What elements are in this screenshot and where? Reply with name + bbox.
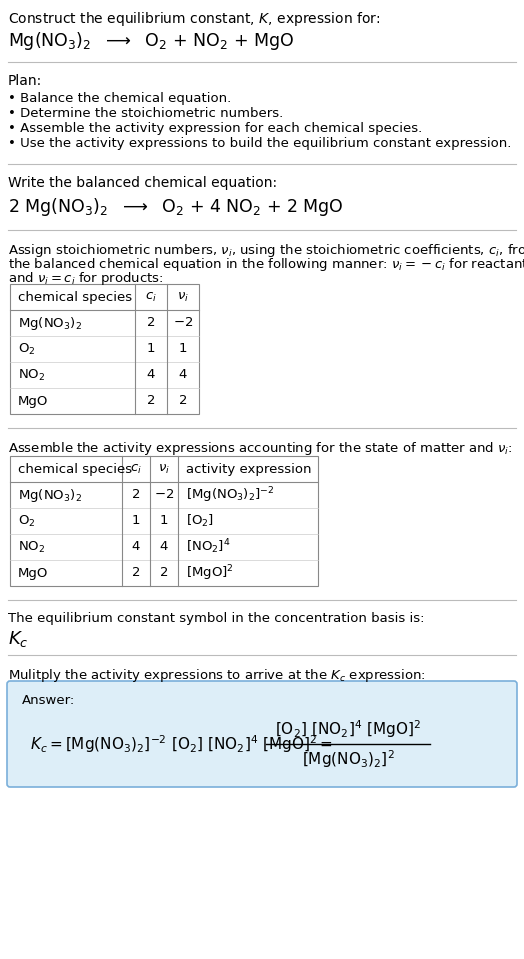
Text: 1: 1 <box>147 342 155 356</box>
Bar <box>10 284 199 414</box>
Text: Mg(NO$_3$)$_2$  $\longrightarrow$  O$_2$ + NO$_2$ + MgO: Mg(NO$_3$)$_2$ $\longrightarrow$ O$_2$ +… <box>8 30 294 52</box>
Text: 2: 2 <box>160 567 168 579</box>
Text: 2: 2 <box>132 567 140 579</box>
Text: Assign stoichiometric numbers, $\nu_i$, using the stoichiometric coefficients, $: Assign stoichiometric numbers, $\nu_i$, … <box>8 242 524 259</box>
Text: 4: 4 <box>160 541 168 553</box>
Text: $c_i$: $c_i$ <box>145 291 157 304</box>
Text: $K_c = [\mathrm{Mg(NO_3)_2}]^{-2}\ [\mathrm{O_2}]\ [\mathrm{NO_2}]^4\ [\mathrm{M: $K_c = [\mathrm{Mg(NO_3)_2}]^{-2}\ [\mat… <box>30 733 333 755</box>
Text: 4: 4 <box>179 368 187 382</box>
Text: $c_i$: $c_i$ <box>130 462 142 476</box>
Text: chemical species: chemical species <box>18 291 132 303</box>
Text: [MgO]$^2$: [MgO]$^2$ <box>186 563 234 583</box>
Text: 4: 4 <box>132 541 140 553</box>
Text: MgO: MgO <box>18 394 48 408</box>
Text: NO$_2$: NO$_2$ <box>18 367 46 383</box>
Text: Mg(NO$_3$)$_2$: Mg(NO$_3$)$_2$ <box>18 486 82 503</box>
Text: O$_2$: O$_2$ <box>18 341 36 357</box>
Text: The equilibrium constant symbol in the concentration basis is:: The equilibrium constant symbol in the c… <box>8 612 424 625</box>
Text: • Balance the chemical equation.: • Balance the chemical equation. <box>8 92 231 105</box>
Text: Mg(NO$_3$)$_2$: Mg(NO$_3$)$_2$ <box>18 315 82 332</box>
Text: $-$2: $-$2 <box>154 488 174 502</box>
Text: $\nu_i$: $\nu_i$ <box>177 291 189 304</box>
Text: [O$_2$]: [O$_2$] <box>186 513 214 529</box>
Text: 1: 1 <box>179 342 187 356</box>
Text: • Determine the stoichiometric numbers.: • Determine the stoichiometric numbers. <box>8 107 283 120</box>
Text: $[\mathrm{O_2}]\ [\mathrm{NO_2}]^4\ [\mathrm{MgO}]^2$: $[\mathrm{O_2}]\ [\mathrm{NO_2}]^4\ [\ma… <box>275 718 421 739</box>
Text: $K_c$: $K_c$ <box>8 629 29 649</box>
Text: NO$_2$: NO$_2$ <box>18 540 46 554</box>
Text: and $\nu_i = c_i$ for products:: and $\nu_i = c_i$ for products: <box>8 270 163 287</box>
Text: 2: 2 <box>132 488 140 502</box>
Text: [NO$_2$]$^4$: [NO$_2$]$^4$ <box>186 538 231 556</box>
Text: Write the balanced chemical equation:: Write the balanced chemical equation: <box>8 176 277 190</box>
Text: 4: 4 <box>147 368 155 382</box>
Text: MgO: MgO <box>18 567 48 579</box>
Text: Plan:: Plan: <box>8 74 42 88</box>
Text: • Use the activity expressions to build the equilibrium constant expression.: • Use the activity expressions to build … <box>8 137 511 150</box>
Text: $-$2: $-$2 <box>173 316 193 330</box>
Text: Mulitply the activity expressions to arrive at the $K_c$ expression:: Mulitply the activity expressions to arr… <box>8 667 426 684</box>
Text: 2: 2 <box>179 394 187 408</box>
FancyBboxPatch shape <box>7 681 517 787</box>
Text: 2: 2 <box>147 394 155 408</box>
Text: $[\mathrm{Mg(NO_3)_2}]^2$: $[\mathrm{Mg(NO_3)_2}]^2$ <box>302 748 395 770</box>
Text: O$_2$: O$_2$ <box>18 513 36 528</box>
Bar <box>10 456 318 586</box>
Text: Answer:: Answer: <box>22 694 75 707</box>
Text: chemical species: chemical species <box>18 462 132 476</box>
Text: [Mg(NO$_3$)$_2$]$^{-2}$: [Mg(NO$_3$)$_2$]$^{-2}$ <box>186 485 275 504</box>
Text: 2 Mg(NO$_3$)$_2$  $\longrightarrow$  O$_2$ + 4 NO$_2$ + 2 MgO: 2 Mg(NO$_3$)$_2$ $\longrightarrow$ O$_2$… <box>8 196 344 218</box>
Text: 1: 1 <box>132 514 140 527</box>
Text: 1: 1 <box>160 514 168 527</box>
Text: • Assemble the activity expression for each chemical species.: • Assemble the activity expression for e… <box>8 122 422 135</box>
Text: 2: 2 <box>147 316 155 330</box>
Text: Assemble the activity expressions accounting for the state of matter and $\nu_i$: Assemble the activity expressions accoun… <box>8 440 512 457</box>
Text: the balanced chemical equation in the following manner: $\nu_i = -c_i$ for react: the balanced chemical equation in the fo… <box>8 256 524 273</box>
Text: activity expression: activity expression <box>186 462 311 476</box>
Text: $\nu_i$: $\nu_i$ <box>158 462 170 476</box>
Text: Construct the equilibrium constant, $K$, expression for:: Construct the equilibrium constant, $K$,… <box>8 10 380 28</box>
